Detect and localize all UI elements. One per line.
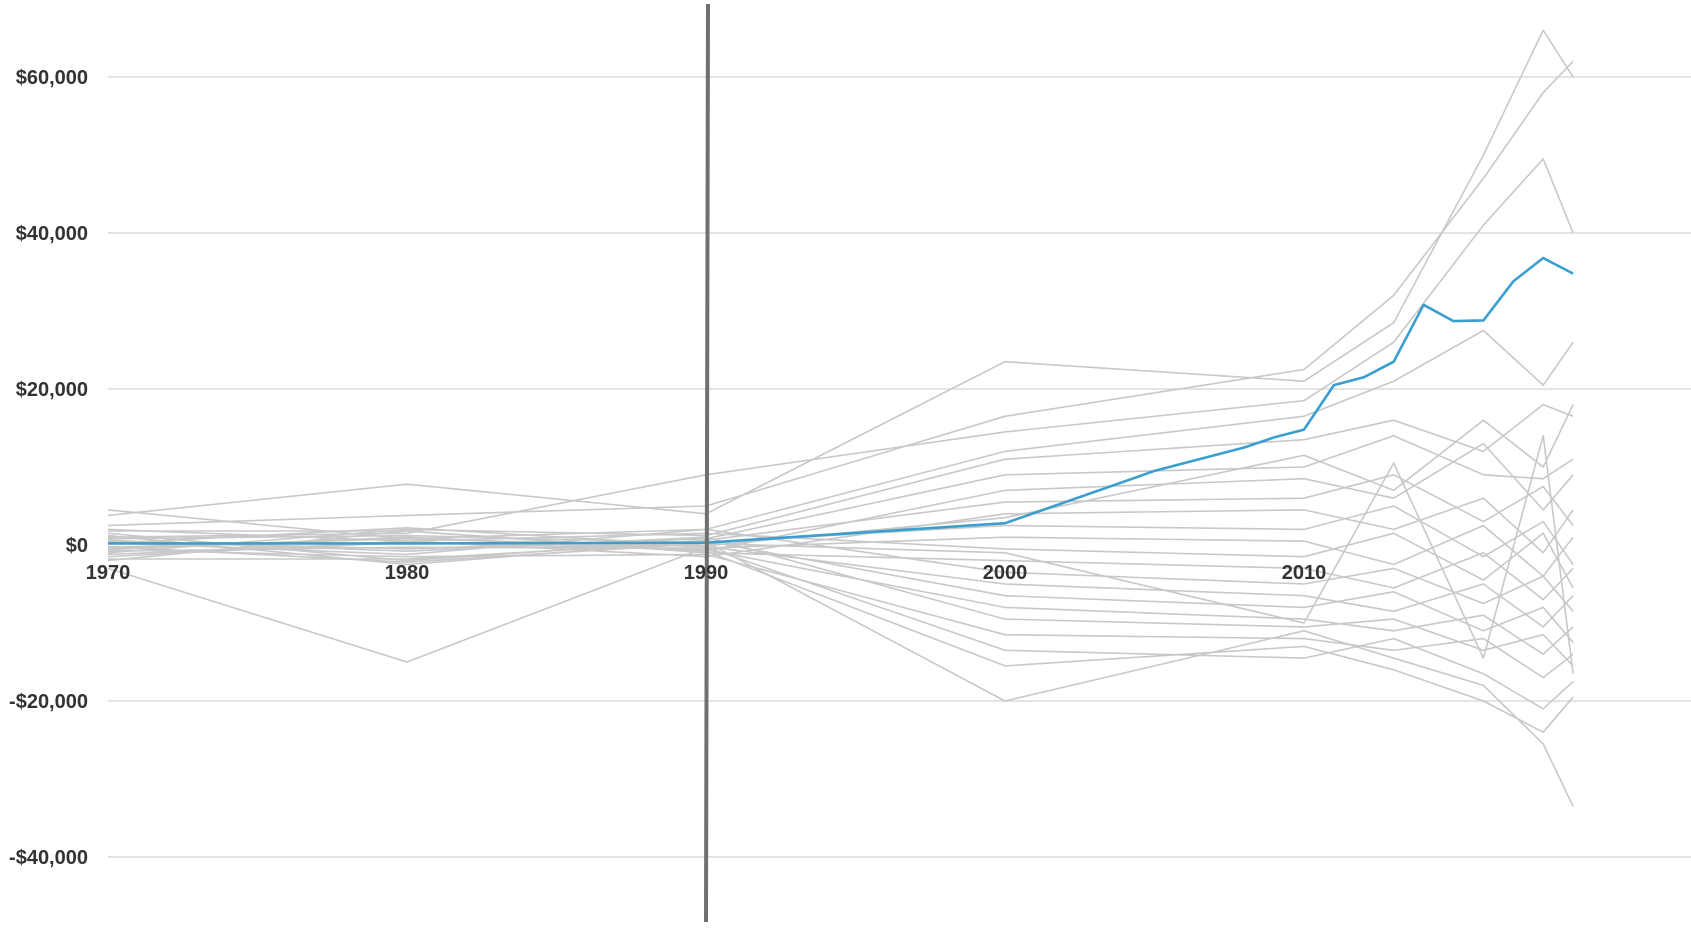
x-tick-label: 2010: [1282, 562, 1327, 584]
x-tick-label: 1980: [385, 562, 430, 584]
x-tick-label: 1970: [86, 562, 131, 584]
background-series-line: [107, 536, 1574, 667]
background-series-line: [108, 530, 1574, 733]
background-series-line: [108, 541, 1574, 807]
reference-line-1990: [704, 3, 710, 923]
highlight-series-layer: [108, 256, 1574, 545]
background-series-line: [107, 329, 1574, 540]
background-series-line: [107, 29, 1574, 517]
y-tick-label: $20,000: [16, 379, 88, 401]
tick-label-layer: $60,000 $40,000 $20,000 $0 -$20,000 -$40,000 1…: [9, 67, 1326, 869]
background-series-line: [107, 435, 1574, 674]
background-series-line: [107, 524, 1574, 577]
background-series-line: [107, 404, 1574, 547]
x-tick-label: 2000: [983, 562, 1028, 584]
background-series-line: [107, 403, 1574, 554]
reference-line-layer: [704, 3, 710, 923]
y-tick-label: $0: [66, 535, 88, 557]
background-series-line: [107, 60, 1574, 527]
y-tick-label: -$20,000: [9, 691, 88, 713]
background-series-line: [107, 538, 1574, 628]
highlight-series-line: [108, 256, 1574, 545]
background-series-line: [107, 541, 1574, 655]
background-series-line: [107, 546, 1574, 710]
background-series-layer: [107, 29, 1574, 807]
y-tick-label: -$40,000: [9, 847, 88, 869]
x-tick-label: 1990: [684, 562, 729, 584]
background-series-line: [107, 158, 1574, 538]
y-tick-label: $60,000: [16, 67, 88, 89]
y-tick-label: $40,000: [16, 223, 88, 245]
grid-layer: [108, 76, 1691, 858]
